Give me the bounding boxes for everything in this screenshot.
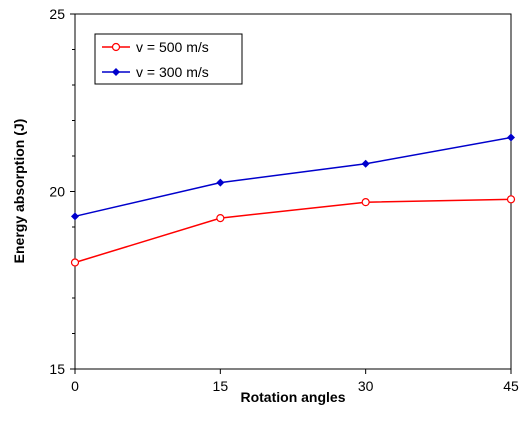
- y-tick-label: 25: [49, 6, 65, 22]
- series-2-point: [507, 133, 515, 142]
- x-tick-label: 15: [213, 378, 229, 394]
- series-2-point: [361, 159, 370, 168]
- x-tick-label: 30: [358, 378, 374, 394]
- x-axis-title: Rotation angles: [240, 389, 345, 405]
- y-tick-label: 20: [49, 184, 65, 200]
- series-2-line: [74, 136, 512, 218]
- y-axis-title: Energy absorption (J): [11, 119, 27, 264]
- series-1-point: [361, 198, 370, 207]
- series-1-point: [506, 195, 516, 204]
- series-1-point: [70, 258, 80, 267]
- series-1-point: [216, 214, 225, 223]
- legend-box: [94, 33, 243, 85]
- legend: v = 500 m/s v = 300 m/s: [94, 33, 243, 85]
- series-2-point: [71, 212, 79, 221]
- legend-marker-series-1: [111, 42, 121, 52]
- x-tick-label: 0: [71, 378, 79, 394]
- series-2-point: [216, 178, 225, 187]
- legend-label-series-2: v = 300 m/s: [136, 64, 209, 80]
- x-tick-label: 45: [503, 378, 519, 394]
- series-1-line: [74, 198, 512, 264]
- legend-marker-series-2: [112, 68, 120, 76]
- axes: 15 20 25 0 15 30 45: [49, 6, 519, 394]
- series-layer: [70, 133, 516, 267]
- legend-label-series-1: v = 500 m/s: [136, 39, 209, 55]
- y-tick-label: 15: [49, 361, 65, 377]
